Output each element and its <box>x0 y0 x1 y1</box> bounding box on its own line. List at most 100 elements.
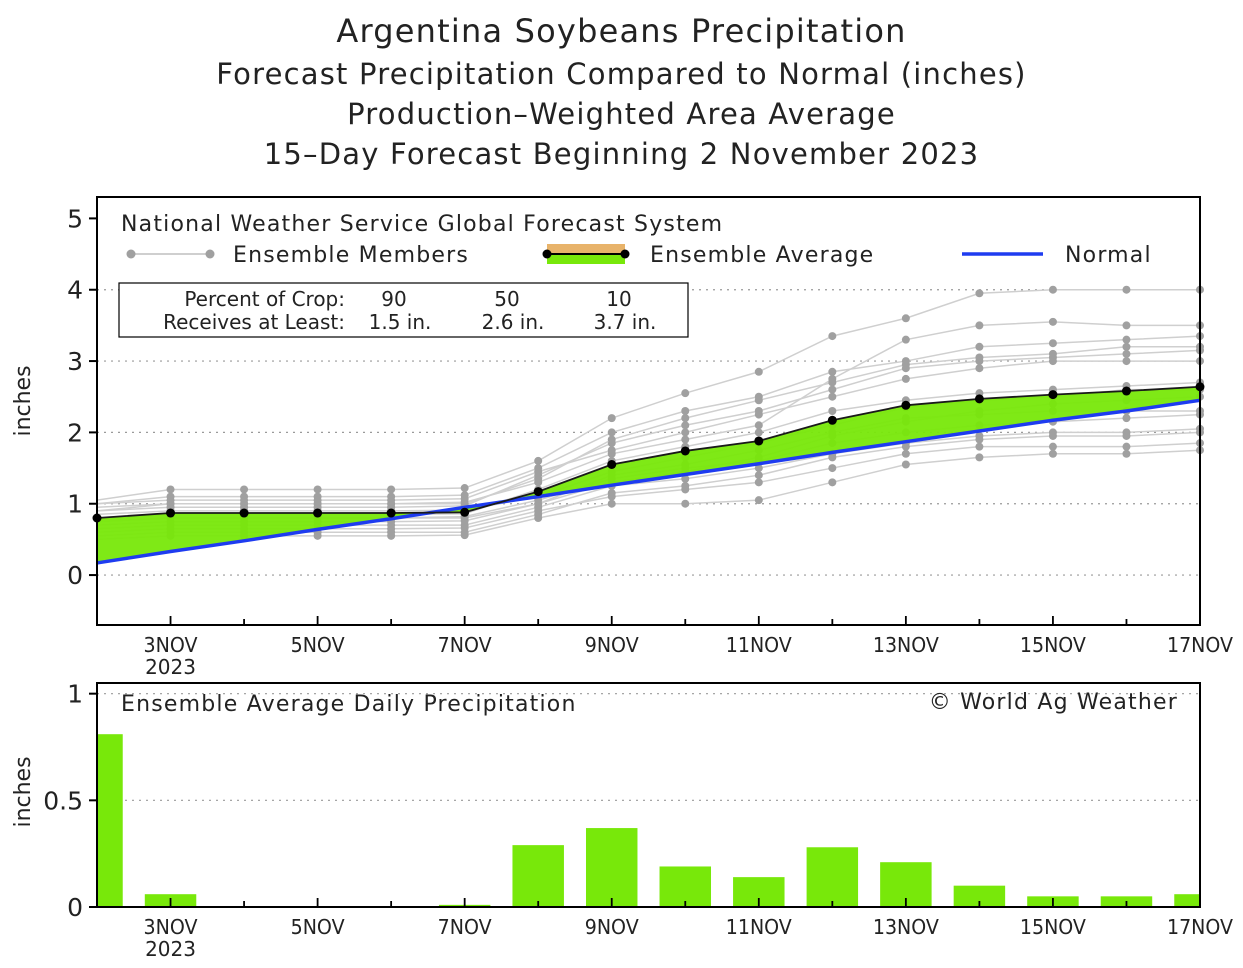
daily-precip-bar <box>1174 894 1200 907</box>
crop-box-percent: 90 <box>381 287 406 311</box>
member-point <box>387 496 395 504</box>
ensemble-average-point <box>313 509 322 518</box>
member-point <box>902 461 910 469</box>
member-line <box>97 350 1200 511</box>
crop-box-percent: 10 <box>606 287 631 311</box>
ensemble-average-point <box>534 487 543 496</box>
member-point <box>902 336 910 344</box>
x-tick-label: 11NOV <box>726 915 792 939</box>
member-point <box>828 386 836 394</box>
x-tick-label: 17NOV <box>1167 633 1233 657</box>
x-tick-label: 7NOV <box>438 915 492 939</box>
member-point <box>828 378 836 386</box>
daily-precip-bar <box>586 828 637 907</box>
legend-members-dot <box>206 250 215 259</box>
x-tick-label: 13NOV <box>873 633 939 657</box>
y-tick-label: 0 <box>67 893 83 922</box>
member-point <box>681 436 689 444</box>
member-point <box>608 436 616 444</box>
member-point <box>828 368 836 376</box>
member-point <box>1049 443 1057 451</box>
member-point <box>1122 357 1130 365</box>
x-tick-label: 7NOV <box>438 633 492 657</box>
x-tick-year: 2023 <box>145 937 196 961</box>
y-tick-label: 0 <box>67 561 83 590</box>
member-point <box>387 485 395 493</box>
member-point <box>1122 286 1130 294</box>
member-point <box>314 496 322 504</box>
ensemble-average-point <box>166 509 175 518</box>
member-point <box>755 368 763 376</box>
member-point <box>975 289 983 297</box>
crop-box-amount: 1.5 in. <box>369 310 432 334</box>
member-point <box>1049 318 1057 326</box>
member-point <box>240 496 248 504</box>
y-axis-label: inches <box>11 756 36 827</box>
crop-box-amount: 3.7 in. <box>594 310 657 334</box>
member-point <box>681 500 689 508</box>
ensemble-average-point <box>828 416 837 425</box>
model-label: National Weather Service Global Forecast… <box>121 212 723 237</box>
member-point <box>461 528 469 536</box>
member-point <box>975 436 983 444</box>
member-point <box>902 314 910 322</box>
member-point <box>608 414 616 422</box>
member-point <box>681 482 689 490</box>
ensemble-average-point <box>1048 390 1057 399</box>
member-point <box>681 428 689 436</box>
crop-box-row2-label: Receives at Least: <box>163 310 345 334</box>
y-axis-label: inches <box>11 365 36 436</box>
crop-box-row1-label: Percent of Crop: <box>184 287 345 311</box>
x-tick-label: 3NOV <box>144 633 198 657</box>
member-point <box>534 500 542 508</box>
member-point <box>828 393 836 401</box>
y-tick-label: 5 <box>67 204 83 233</box>
legend-average-fill <box>547 254 625 264</box>
member-point <box>1049 286 1057 294</box>
precipitation-chart: 012345inches3NOV20235NOV 7NOV 9NOV 11NOV 13N… <box>0 0 1243 968</box>
member-point <box>314 485 322 493</box>
member-line <box>97 347 1200 511</box>
member-point <box>755 411 763 419</box>
member-point <box>681 389 689 397</box>
member-point <box>608 446 616 454</box>
y-tick-label: 1 <box>67 680 83 709</box>
y-tick-label: 3 <box>67 347 83 376</box>
x-tick-label: 5NOV <box>291 915 345 939</box>
legend-average-label: Ensemble Average <box>650 243 874 268</box>
crop-box-percent: 50 <box>494 287 519 311</box>
member-point <box>902 361 910 369</box>
x-tick-label: 15NOV <box>1020 915 1086 939</box>
member-point <box>1049 357 1057 365</box>
y-tick-label: 1 <box>67 490 83 519</box>
member-point <box>608 489 616 497</box>
ensemble-average-point <box>240 509 249 518</box>
member-point <box>828 332 836 340</box>
ensemble-average-point <box>607 460 616 469</box>
member-point <box>902 375 910 383</box>
member-point <box>1049 432 1057 440</box>
member-point <box>1122 432 1130 440</box>
member-point <box>681 421 689 429</box>
member-point <box>387 521 395 529</box>
y-tick-label: 4 <box>67 276 83 305</box>
member-point <box>902 450 910 458</box>
legend-average-dot <box>543 250 552 259</box>
member-point <box>755 428 763 436</box>
member-point <box>167 496 175 504</box>
daily-precip-bar <box>97 734 123 907</box>
member-point <box>1122 450 1130 458</box>
member-point <box>755 496 763 504</box>
member-point <box>461 484 469 492</box>
legend-average-dot <box>621 250 630 259</box>
member-point <box>1122 414 1130 422</box>
y-tick-label: 0.5 <box>43 786 83 815</box>
member-point <box>387 528 395 536</box>
member-point <box>755 478 763 486</box>
daily-precip-bar <box>512 845 563 907</box>
member-point <box>975 321 983 329</box>
member-point <box>608 500 616 508</box>
member-point <box>975 343 983 351</box>
member-point <box>1122 336 1130 344</box>
